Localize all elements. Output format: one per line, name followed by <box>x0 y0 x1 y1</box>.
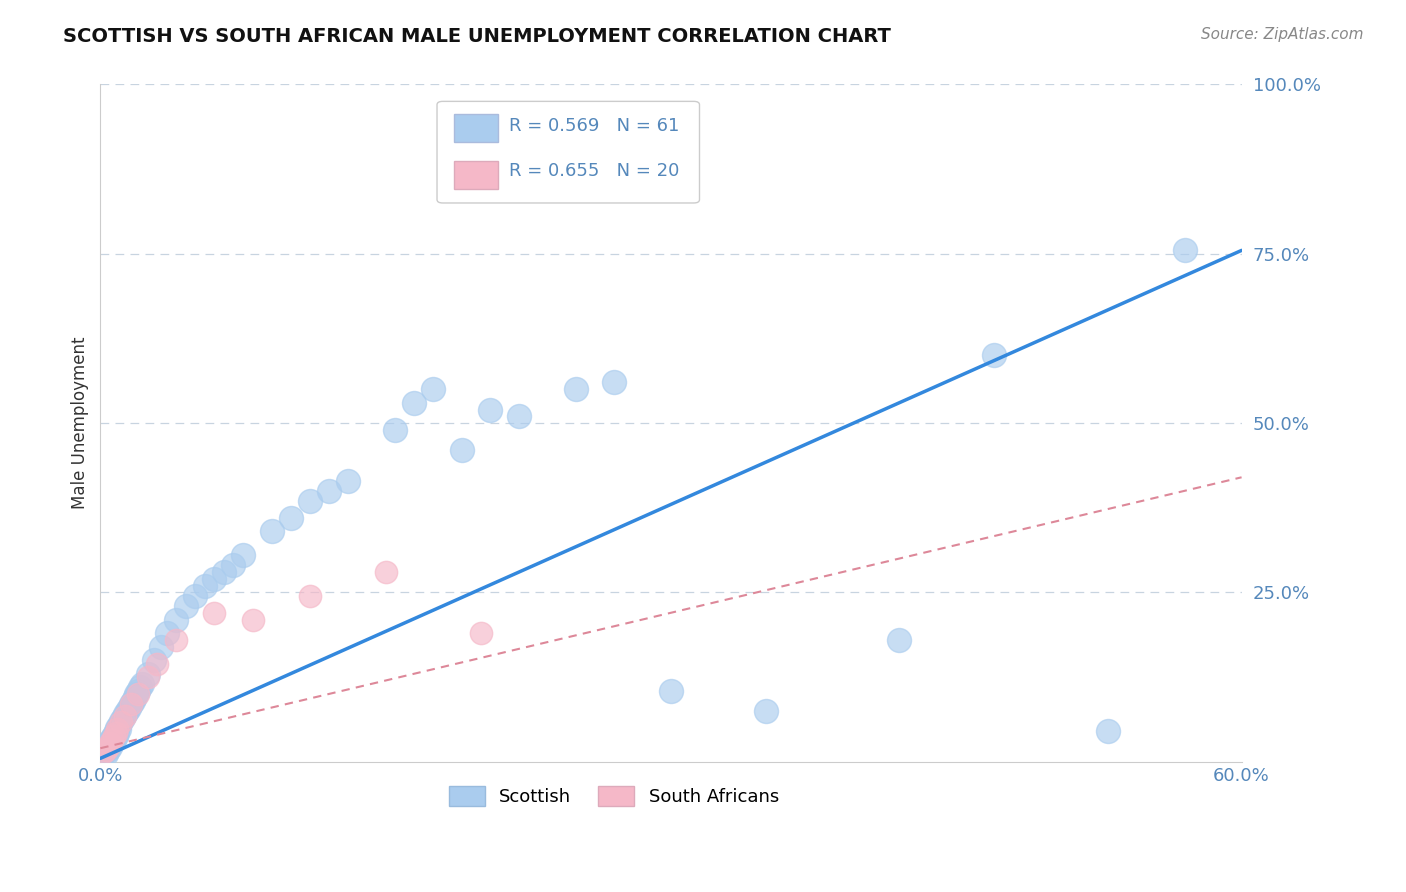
Point <box>91 747 114 762</box>
Point <box>118 700 141 714</box>
Point <box>107 726 129 740</box>
Point <box>165 632 187 647</box>
Point <box>94 747 117 761</box>
Point <box>184 589 207 603</box>
FancyBboxPatch shape <box>454 161 498 189</box>
Point <box>146 657 169 671</box>
Point <box>384 423 406 437</box>
Point <box>142 653 165 667</box>
Point <box>150 640 173 654</box>
Point <box>479 402 502 417</box>
Point <box>100 736 122 750</box>
Point <box>194 579 217 593</box>
Point <box>97 742 120 756</box>
Point <box>298 589 321 603</box>
Point <box>1173 244 1195 258</box>
Point <box>98 734 121 748</box>
Point <box>232 548 254 562</box>
Text: R = 0.655   N = 20: R = 0.655 N = 20 <box>509 162 679 180</box>
Point <box>120 697 142 711</box>
Point <box>450 443 472 458</box>
Point <box>115 704 138 718</box>
Point <box>136 666 159 681</box>
Point <box>124 690 146 705</box>
Point <box>983 348 1005 362</box>
Point <box>129 680 152 694</box>
Point <box>107 721 129 735</box>
Point <box>114 707 136 722</box>
Point <box>103 729 125 743</box>
Point <box>93 745 115 759</box>
Point <box>104 729 127 743</box>
Point <box>125 687 148 701</box>
Point <box>110 714 132 728</box>
Text: SCOTTISH VS SOUTH AFRICAN MALE UNEMPLOYMENT CORRELATION CHART: SCOTTISH VS SOUTH AFRICAN MALE UNEMPLOYM… <box>63 27 891 45</box>
Point <box>131 677 153 691</box>
Point <box>112 711 135 725</box>
Point <box>107 723 129 737</box>
Point <box>110 715 132 730</box>
Point <box>889 632 911 647</box>
Text: R = 0.569   N = 61: R = 0.569 N = 61 <box>509 117 679 135</box>
Point <box>1097 724 1119 739</box>
Point <box>108 723 131 737</box>
Point <box>422 382 444 396</box>
Point <box>97 738 120 752</box>
Point <box>242 613 264 627</box>
Point <box>659 683 682 698</box>
Point <box>298 494 321 508</box>
Point <box>204 606 226 620</box>
Legend: Scottish, South Africans: Scottish, South Africans <box>441 779 786 814</box>
FancyBboxPatch shape <box>454 113 498 142</box>
Point <box>100 731 122 745</box>
Point <box>156 626 179 640</box>
Text: Source: ZipAtlas.com: Source: ZipAtlas.com <box>1201 27 1364 42</box>
Point <box>336 474 359 488</box>
Point <box>212 565 235 579</box>
Point <box>260 524 283 539</box>
Point <box>755 704 778 718</box>
Point <box>120 697 142 711</box>
Point <box>103 733 125 747</box>
Point <box>374 565 396 579</box>
Point <box>121 694 143 708</box>
Point <box>114 708 136 723</box>
Point <box>318 483 340 498</box>
Point <box>104 724 127 739</box>
Point <box>174 599 197 613</box>
FancyBboxPatch shape <box>437 102 700 203</box>
Point <box>603 376 626 390</box>
Point <box>280 511 302 525</box>
Point <box>100 733 122 747</box>
Point <box>204 572 226 586</box>
Point <box>127 683 149 698</box>
Point <box>470 626 492 640</box>
Point <box>104 726 127 740</box>
Point <box>97 739 120 754</box>
Point <box>94 742 117 756</box>
Point <box>508 409 530 424</box>
Point <box>93 745 115 759</box>
Point <box>98 736 121 750</box>
Point <box>94 741 117 756</box>
Point <box>127 687 149 701</box>
Point <box>565 382 588 396</box>
Point <box>136 670 159 684</box>
Y-axis label: Male Unemployment: Male Unemployment <box>72 337 89 509</box>
Point <box>165 613 187 627</box>
Point <box>222 558 245 573</box>
Point <box>108 717 131 731</box>
Point <box>98 739 121 754</box>
Point <box>404 396 426 410</box>
Point <box>103 728 125 742</box>
